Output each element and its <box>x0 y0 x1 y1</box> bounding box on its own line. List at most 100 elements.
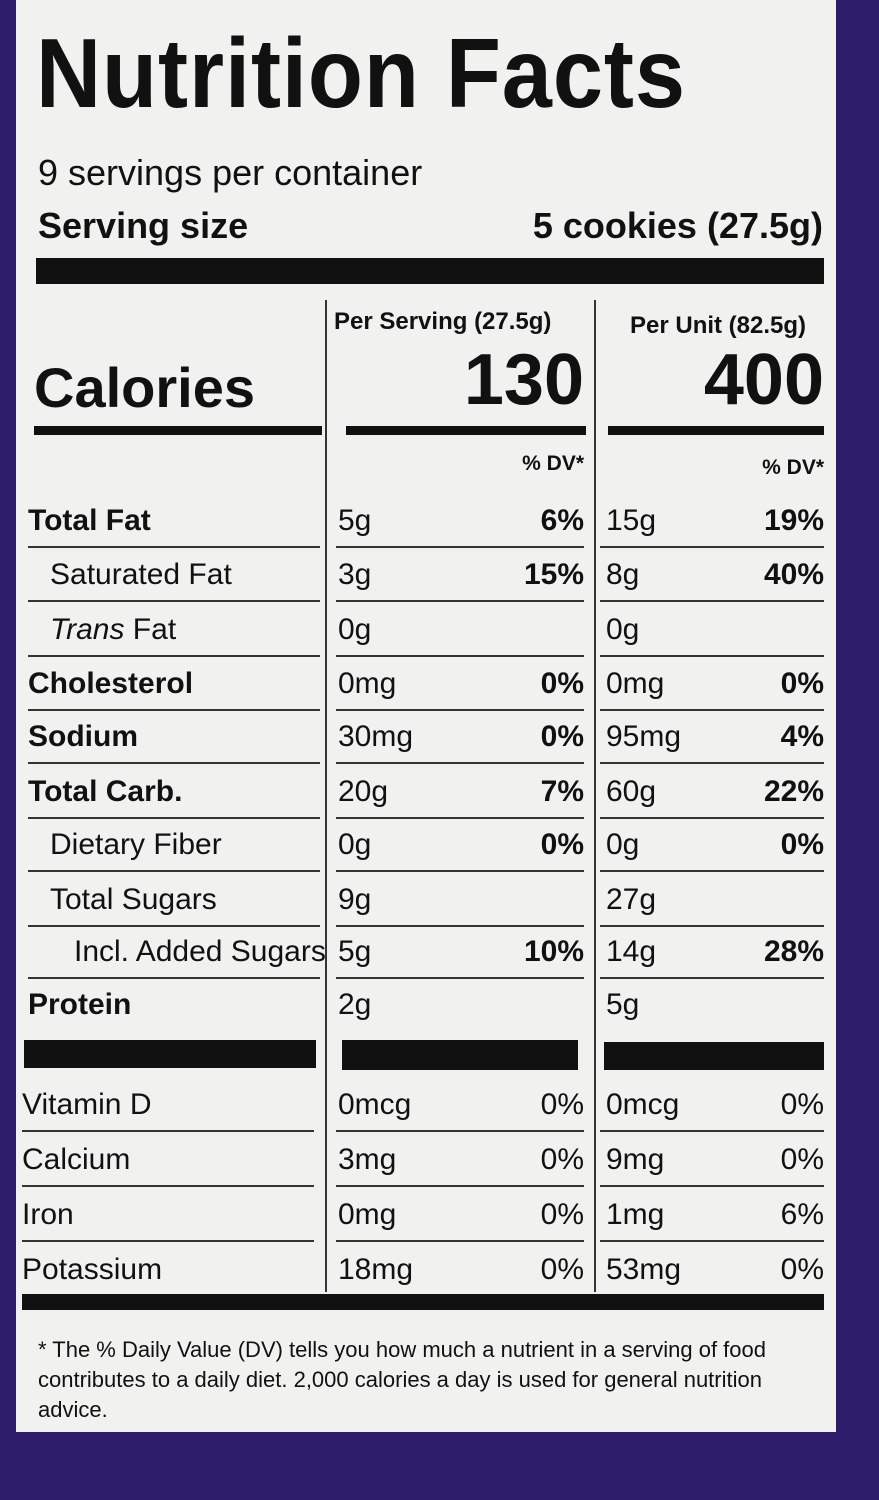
per-serving-header: Per Serving (27.5g) <box>334 308 552 335</box>
row-divider <box>600 546 824 548</box>
nutrition-facts-label: Nutrition Facts 9 servings per container… <box>16 0 836 1432</box>
unit-dv: 40% <box>763 558 824 591</box>
serving-dv: 0% <box>540 720 584 753</box>
serving-dv: 0% <box>540 1088 584 1121</box>
serving-amount: 0mg <box>338 1198 397 1231</box>
row-divider <box>336 709 584 711</box>
calories-per-unit: 400 <box>703 340 824 420</box>
row-divider <box>336 546 584 548</box>
row-divider <box>336 977 584 979</box>
unit-amount: 0mg <box>606 667 665 700</box>
serving-amount: 0mcg <box>338 1088 412 1121</box>
nutrient-name: Total Carb. <box>28 775 183 808</box>
nutrient-name: Total Fat <box>28 504 151 537</box>
unit-amount: 9mg <box>606 1143 665 1176</box>
unit-dv: 6% <box>780 1198 824 1231</box>
serving-size-value: 5 cookies (27.5g) <box>532 205 823 246</box>
serving-amount: 9g <box>338 883 372 916</box>
unit-amount: 14g <box>606 935 657 968</box>
thick-divider <box>604 1042 824 1070</box>
serving-amount: 20g <box>338 775 389 808</box>
serving-dv: 0% <box>540 1143 584 1176</box>
nutrient-name: Protein <box>28 988 132 1021</box>
row-divider <box>600 709 824 711</box>
vitamin-row: Vitamin D 0mcg 0% 0mcg 0% <box>16 1078 836 1132</box>
row-divider <box>336 870 584 872</box>
nutrient-name: Incl. Added Sugars <box>74 935 326 968</box>
thick-divider <box>24 1040 316 1068</box>
nutrient-name: Iron <box>22 1198 74 1231</box>
serving-size: Serving size 5 cookies (27.5g) <box>38 205 823 247</box>
nutrient-row: Incl. Added Sugars 5g 10% 14g 28% <box>16 925 836 979</box>
nutrient-row: Total Fat 5g 6% 15g 19% <box>16 494 836 548</box>
nutrient-row: Dietary Fiber 0g 0% 0g 0% <box>16 818 836 872</box>
serving-dv: 0% <box>540 667 584 700</box>
row-divider <box>28 600 320 602</box>
serving-dv: 0% <box>540 1253 584 1286</box>
row-divider <box>336 1185 584 1187</box>
nutrient-row: Total Sugars 9g 27g <box>16 873 836 927</box>
nutrient-name: Total Sugars <box>50 883 217 916</box>
nutrient-name: Dietary Fiber <box>50 828 222 861</box>
nutrient-name: Sodium <box>28 720 138 753</box>
serving-amount: 3g <box>338 558 372 591</box>
row-divider <box>600 817 824 819</box>
unit-dv: 22% <box>763 775 824 808</box>
row-divider <box>336 1130 584 1132</box>
column-divider <box>594 300 596 1292</box>
vitamin-row: Iron 0mg 0% 1mg 6% <box>16 1188 836 1242</box>
nutrient-name: Trans Fat <box>50 613 177 646</box>
row-divider <box>28 655 320 657</box>
unit-amount: 8g <box>606 558 640 591</box>
row-divider <box>28 817 320 819</box>
nutrient-name: Potassium <box>22 1253 163 1286</box>
unit-amount: 0mcg <box>606 1088 680 1121</box>
calories-label: Calories <box>34 356 255 419</box>
nutrient-name: Cholesterol <box>28 667 194 700</box>
serving-dv: 0% <box>540 828 584 861</box>
row-divider <box>28 709 320 711</box>
row-divider <box>22 1185 314 1187</box>
serving-amount: 3mg <box>338 1143 397 1176</box>
servings-per-container: 9 servings per container <box>38 152 423 193</box>
serving-amount: 0mg <box>338 667 397 700</box>
calories-bar <box>608 426 824 435</box>
row-divider <box>336 817 584 819</box>
row-divider <box>336 600 584 602</box>
unit-amount: 15g <box>606 504 657 537</box>
unit-amount: 60g <box>606 775 657 808</box>
row-divider <box>336 762 584 764</box>
unit-amount: 5g <box>606 988 640 1021</box>
serving-dv: 0% <box>540 1198 584 1231</box>
unit-amount: 53mg <box>606 1253 682 1286</box>
serving-amount: 0g <box>338 613 372 646</box>
row-divider <box>600 977 824 979</box>
nutrient-row: Cholesterol 0mg 0% 0mg 0% <box>16 657 836 711</box>
row-divider <box>336 655 584 657</box>
unit-dv: 0% <box>780 1088 824 1121</box>
nutrient-row: Saturated Fat 3g 15% 8g 40% <box>16 548 836 602</box>
vitamin-row: Potassium 18mg 0% 53mg 0% <box>16 1243 836 1297</box>
unit-amount: 95mg <box>606 720 682 753</box>
serving-size-label: Serving size <box>38 205 249 246</box>
unit-amount: 0g <box>606 613 640 646</box>
nutrient-row: Total Carb. 20g 7% 60g 22% <box>16 765 836 819</box>
nutrient-name: Saturated Fat <box>50 558 232 591</box>
unit-amount: 27g <box>606 883 657 916</box>
label-title: Nutrition Facts <box>36 18 686 128</box>
serving-amount: 2g <box>338 988 372 1021</box>
calories-per-serving: 130 <box>463 340 584 420</box>
row-divider <box>600 762 824 764</box>
thick-divider <box>36 258 824 284</box>
row-divider <box>336 1240 584 1242</box>
serving-dv: 15% <box>523 558 584 591</box>
unit-dv: 0% <box>780 828 824 861</box>
dv-header-unit: % DV* <box>762 456 824 479</box>
row-divider <box>600 870 824 872</box>
unit-amount: 1mg <box>606 1198 665 1231</box>
vitamin-row: Calcium 3mg 0% 9mg 0% <box>16 1133 836 1187</box>
thick-divider <box>342 1040 578 1070</box>
row-divider <box>600 1130 824 1132</box>
row-divider <box>22 1130 314 1132</box>
row-divider <box>28 546 320 548</box>
